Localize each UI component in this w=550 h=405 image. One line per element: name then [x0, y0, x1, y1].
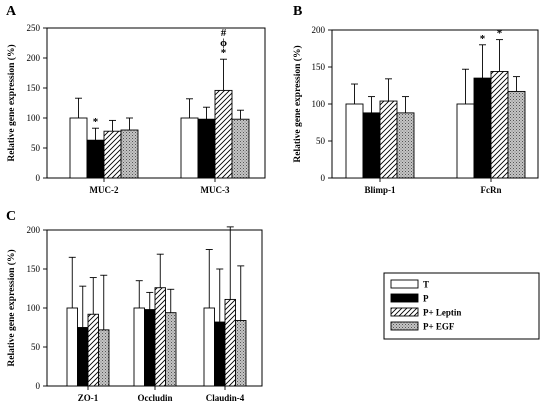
- y-tick-label: 0: [321, 173, 326, 183]
- significance-marker: #: [221, 27, 227, 39]
- y-tick-label: 150: [27, 83, 41, 93]
- panel-letter: A: [6, 4, 17, 19]
- bar: [203, 307, 215, 387]
- y-tick-label: 0: [36, 173, 41, 183]
- bar: [180, 117, 199, 179]
- category-label: FcRn: [481, 185, 502, 195]
- bar: [77, 327, 89, 387]
- bar: [214, 321, 226, 387]
- legend: TP P+ Leptin P+ EGF: [383, 272, 540, 340]
- legend-item-label: P: [423, 294, 429, 304]
- y-tick-label: 50: [31, 342, 41, 352]
- category-label: Occludin: [137, 393, 172, 403]
- y-tick-label: 200: [27, 53, 41, 63]
- chart-panel-c: C 0 50 100 150 200 Relative gene expression (%…: [6, 209, 263, 403]
- y-tick-label: 50: [316, 136, 326, 146]
- bar: [231, 118, 250, 179]
- y-axis-title: Relative gene expression (%): [6, 249, 17, 366]
- y-tick-label: 200: [312, 25, 326, 35]
- y-tick-label: 100: [27, 303, 41, 313]
- y-tick-label: 50: [31, 143, 41, 153]
- bar: [197, 118, 216, 179]
- category-label: MUC-2: [90, 185, 119, 195]
- chart-panel-b: B 0 50 100 150 200 Relative gene expression (%…: [292, 4, 539, 195]
- panel-letter: B: [293, 4, 302, 19]
- y-axis-title: Relative gene expression (%): [6, 44, 17, 161]
- significance-marker: *: [480, 33, 486, 45]
- bar: [120, 129, 139, 179]
- y-tick-label: 100: [312, 99, 326, 109]
- bar: [103, 130, 122, 179]
- bar: [87, 313, 99, 387]
- category-label: Claudin-4: [206, 393, 245, 403]
- bar: [69, 117, 88, 179]
- plot-frame: [46, 27, 266, 179]
- bar: [362, 112, 381, 179]
- bar: [133, 307, 145, 387]
- y-tick-label: 200: [27, 225, 41, 235]
- bar: [224, 298, 236, 387]
- bar: [456, 103, 475, 179]
- bar: [345, 103, 364, 179]
- category-label: Blimp-1: [364, 185, 396, 195]
- y-tick-label: 250: [27, 23, 41, 33]
- bar: [154, 287, 166, 387]
- legend-swatch: [390, 293, 419, 303]
- y-tick-label: 100: [27, 113, 41, 123]
- panel-letter: C: [6, 209, 16, 224]
- bar: [214, 89, 233, 179]
- bar: [98, 329, 110, 387]
- bar: [396, 112, 415, 179]
- y-tick-label: 150: [27, 264, 41, 274]
- legend-item-label: T: [423, 280, 429, 290]
- significance-marker: *: [497, 28, 503, 40]
- bar: [490, 70, 509, 179]
- legend-swatch: [390, 279, 419, 289]
- legend-swatch: [390, 321, 419, 331]
- bar: [507, 90, 526, 179]
- bar: [235, 320, 247, 387]
- category-label: MUC-3: [201, 185, 230, 195]
- chart-panel-a: A 0 50 100 150 200 250 Relative gene expression…: [6, 4, 266, 195]
- bar: [86, 139, 105, 179]
- bar: [66, 307, 78, 387]
- significance-marker: *: [221, 47, 227, 59]
- significance-marker: ϕ: [220, 37, 227, 49]
- y-axis-title: Relative gene expression (%): [292, 45, 303, 162]
- significance-marker: *: [93, 116, 99, 128]
- bar: [473, 77, 492, 179]
- y-tick-label: 150: [312, 62, 326, 72]
- category-label: ZO-1: [78, 393, 99, 403]
- bar: [379, 100, 398, 179]
- legend-swatch: [390, 307, 419, 317]
- y-tick-label: 0: [36, 381, 41, 391]
- legend-item-label: P+ EGF: [423, 322, 455, 332]
- legend-item-label: P+ Leptin: [423, 308, 461, 318]
- bar: [165, 312, 177, 387]
- bar: [144, 309, 156, 387]
